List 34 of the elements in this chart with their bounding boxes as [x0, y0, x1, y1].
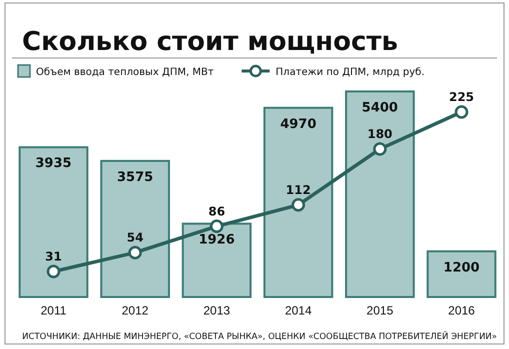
point [373, 142, 387, 156]
bar [345, 90, 415, 298]
x-tick-label: 2013 [203, 304, 230, 318]
data-label: 4970 [280, 116, 316, 132]
point [210, 220, 224, 234]
data-label: 31 [45, 250, 62, 264]
point [292, 198, 306, 212]
data-label: 112 [286, 182, 311, 197]
data-label: 3935 [35, 156, 72, 172]
point [454, 105, 468, 119]
x-tick-label: 2014 [284, 304, 312, 318]
text: ИСТОЧНИКИ: ДАННЫЕ МИНЭНЕРГО, «СОВЕТА РЫНКА», ОЦЕНКИ «СООБЩЕСТВА ПОТРЕБИТЕЛЕЙ ЭНЕРГИИ» [22, 331, 497, 342]
data-label: 180 [367, 127, 392, 141]
bar [263, 106, 334, 298]
x-tick-label: 2012 [122, 304, 149, 318]
data-label: 1926 [198, 232, 235, 248]
bar [18, 146, 88, 298]
legend-label: Платежи по ДПМ, млрд руб. [276, 67, 424, 78]
point [128, 246, 142, 260]
data-label: 3575 [117, 170, 154, 185]
bar [182, 222, 252, 298]
x-tick-label: 2016 [448, 304, 476, 318]
x-tick-label: 2015 [366, 304, 394, 318]
bar [100, 160, 170, 298]
data-label: 54 [126, 230, 144, 245]
x-tick-label: 2011 [40, 304, 67, 318]
data-label: 1200 [443, 260, 480, 276]
data-label: 225 [448, 90, 474, 104]
bar [426, 250, 496, 298]
chart-title: Сколько стоит мощность [22, 27, 398, 57]
legend-label: Объем ввода тепловых ДПМ, МВт [36, 67, 214, 78]
data-label: 86 [208, 204, 226, 218]
data-label: 5400 [362, 100, 398, 116]
point [46, 264, 60, 278]
